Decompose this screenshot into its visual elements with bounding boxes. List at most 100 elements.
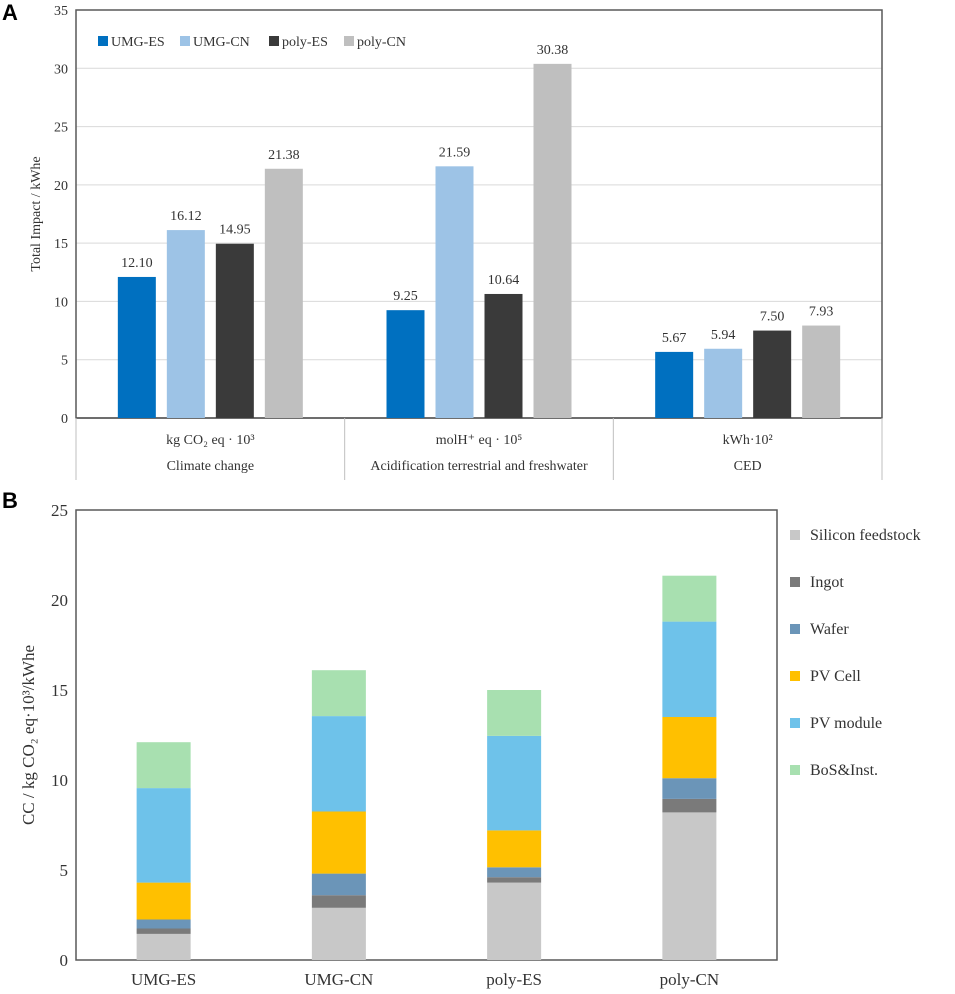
stack-segment	[311, 716, 366, 812]
data-label: 7.93	[809, 305, 834, 320]
data-label: 7.50	[760, 310, 785, 325]
y-axis-title: CC / kg CO₂ eq·10³/kWhe	[19, 645, 38, 825]
y-tick-label: 25	[51, 501, 68, 520]
bar	[533, 63, 572, 419]
legend-swatch	[790, 530, 800, 540]
y-tick-label: 20	[51, 591, 68, 610]
data-label: 30.38	[537, 43, 569, 58]
category-unit-label: kg CO₂ eq · 10³	[166, 433, 254, 448]
x-tick-label: UMG-ES	[131, 970, 196, 989]
bar	[264, 168, 303, 418]
bar	[802, 325, 841, 418]
x-tick-label: UMG-CN	[304, 970, 373, 989]
stack-segment	[311, 895, 366, 908]
legend-swatch	[269, 36, 279, 46]
stack-segment	[136, 928, 191, 934]
panel-a-label: A	[2, 0, 18, 25]
legend-swatch	[790, 765, 800, 775]
y-tick-label: 35	[54, 4, 68, 19]
legend-label: Ingot	[810, 574, 844, 591]
bar	[166, 230, 205, 418]
stack-segment	[662, 778, 717, 799]
y-tick-label: 15	[54, 237, 68, 252]
y-tick-label: 5	[61, 354, 68, 369]
legend-swatch	[790, 718, 800, 728]
legend-label: PV module	[810, 715, 882, 732]
stack-segment	[662, 717, 717, 779]
data-label: 10.64	[488, 273, 520, 288]
y-tick-label: 10	[51, 771, 68, 790]
stack-segment	[662, 575, 717, 622]
plot-frame	[75, 509, 778, 961]
y-tick-label: 30	[54, 62, 68, 77]
stack-segment	[311, 907, 366, 960]
category-unit-label: molH⁺ eq · 10⁵	[436, 433, 523, 448]
legend-label: UMG-ES	[111, 35, 165, 50]
y-axis-title: Total Impact / kWhe	[29, 156, 44, 271]
y-tick-label: 0	[61, 412, 68, 427]
bar	[386, 310, 425, 418]
legend-label: Silicon feedstock	[810, 527, 921, 544]
category-name-label: CED	[734, 459, 762, 474]
data-label: 12.10	[121, 256, 153, 271]
stack-segment	[487, 882, 542, 960]
bar	[215, 243, 254, 418]
legend-swatch	[344, 36, 354, 46]
bar	[753, 330, 792, 418]
data-label: 16.12	[170, 209, 202, 224]
legend-label: UMG-CN	[193, 35, 250, 50]
stack-segment	[487, 877, 542, 883]
stack-segment	[311, 670, 366, 717]
legend-swatch	[790, 671, 800, 681]
category-name-label: Acidification terrestrial and freshwater	[370, 459, 588, 474]
stack-segment	[487, 867, 542, 878]
legend-label: Wafer	[810, 621, 849, 638]
y-tick-label: 10	[54, 295, 68, 310]
legend-label: BoS&Inst.	[810, 762, 878, 779]
bar	[704, 348, 743, 418]
legend-swatch	[180, 36, 190, 46]
chart-b: 0 5 10 15 20 25 CC / kg CO₂ eq·10³/kWhe UMG-ES U…	[19, 501, 921, 989]
stack-segment	[311, 811, 366, 874]
legend-swatch	[98, 36, 108, 46]
data-label: 21.59	[439, 145, 471, 160]
stack-segment	[311, 873, 366, 896]
bar	[435, 166, 474, 418]
stack-segment	[487, 830, 542, 868]
panel-b-label: B	[2, 488, 18, 513]
x-tick-label: poly-ES	[486, 970, 542, 989]
legend-label: PV Cell	[810, 668, 861, 685]
legend-label: poly-ES	[282, 35, 328, 50]
legend-label: poly-CN	[357, 35, 406, 50]
category-unit-label: kWh·10²	[723, 433, 773, 448]
y-tick-label: 20	[54, 179, 68, 194]
stack-segment	[487, 690, 542, 736]
stack-segment	[136, 919, 191, 929]
y-tick-label: 25	[54, 121, 68, 136]
stack-segment	[662, 812, 717, 960]
y-tick-label: 15	[51, 681, 68, 700]
stack-segment	[662, 621, 717, 717]
x-tick-label: poly-CN	[660, 970, 720, 989]
data-label: 5.94	[711, 328, 736, 343]
stack-segment	[662, 798, 717, 813]
bar	[484, 293, 523, 418]
data-label: 14.95	[219, 223, 251, 238]
stack-segment	[487, 735, 542, 831]
data-label: 21.38	[268, 148, 300, 163]
y-tick-label: 0	[60, 951, 69, 970]
category-name-label: Climate change	[167, 459, 254, 474]
stack-segment	[136, 882, 191, 920]
chart-a: 0 5 10 15 20 25 30 35 Total Impact / kWhe kg CO₂ …	[29, 4, 883, 480]
legend-swatch	[790, 577, 800, 587]
legend-swatch	[790, 624, 800, 634]
stack-segment	[136, 742, 191, 789]
y-tick-label: 5	[60, 861, 69, 880]
stack-segment	[136, 933, 191, 960]
bar	[655, 351, 694, 418]
stack-segment	[136, 788, 191, 883]
data-label: 5.67	[662, 331, 687, 346]
bar	[117, 276, 156, 418]
data-label: 9.25	[393, 289, 418, 304]
